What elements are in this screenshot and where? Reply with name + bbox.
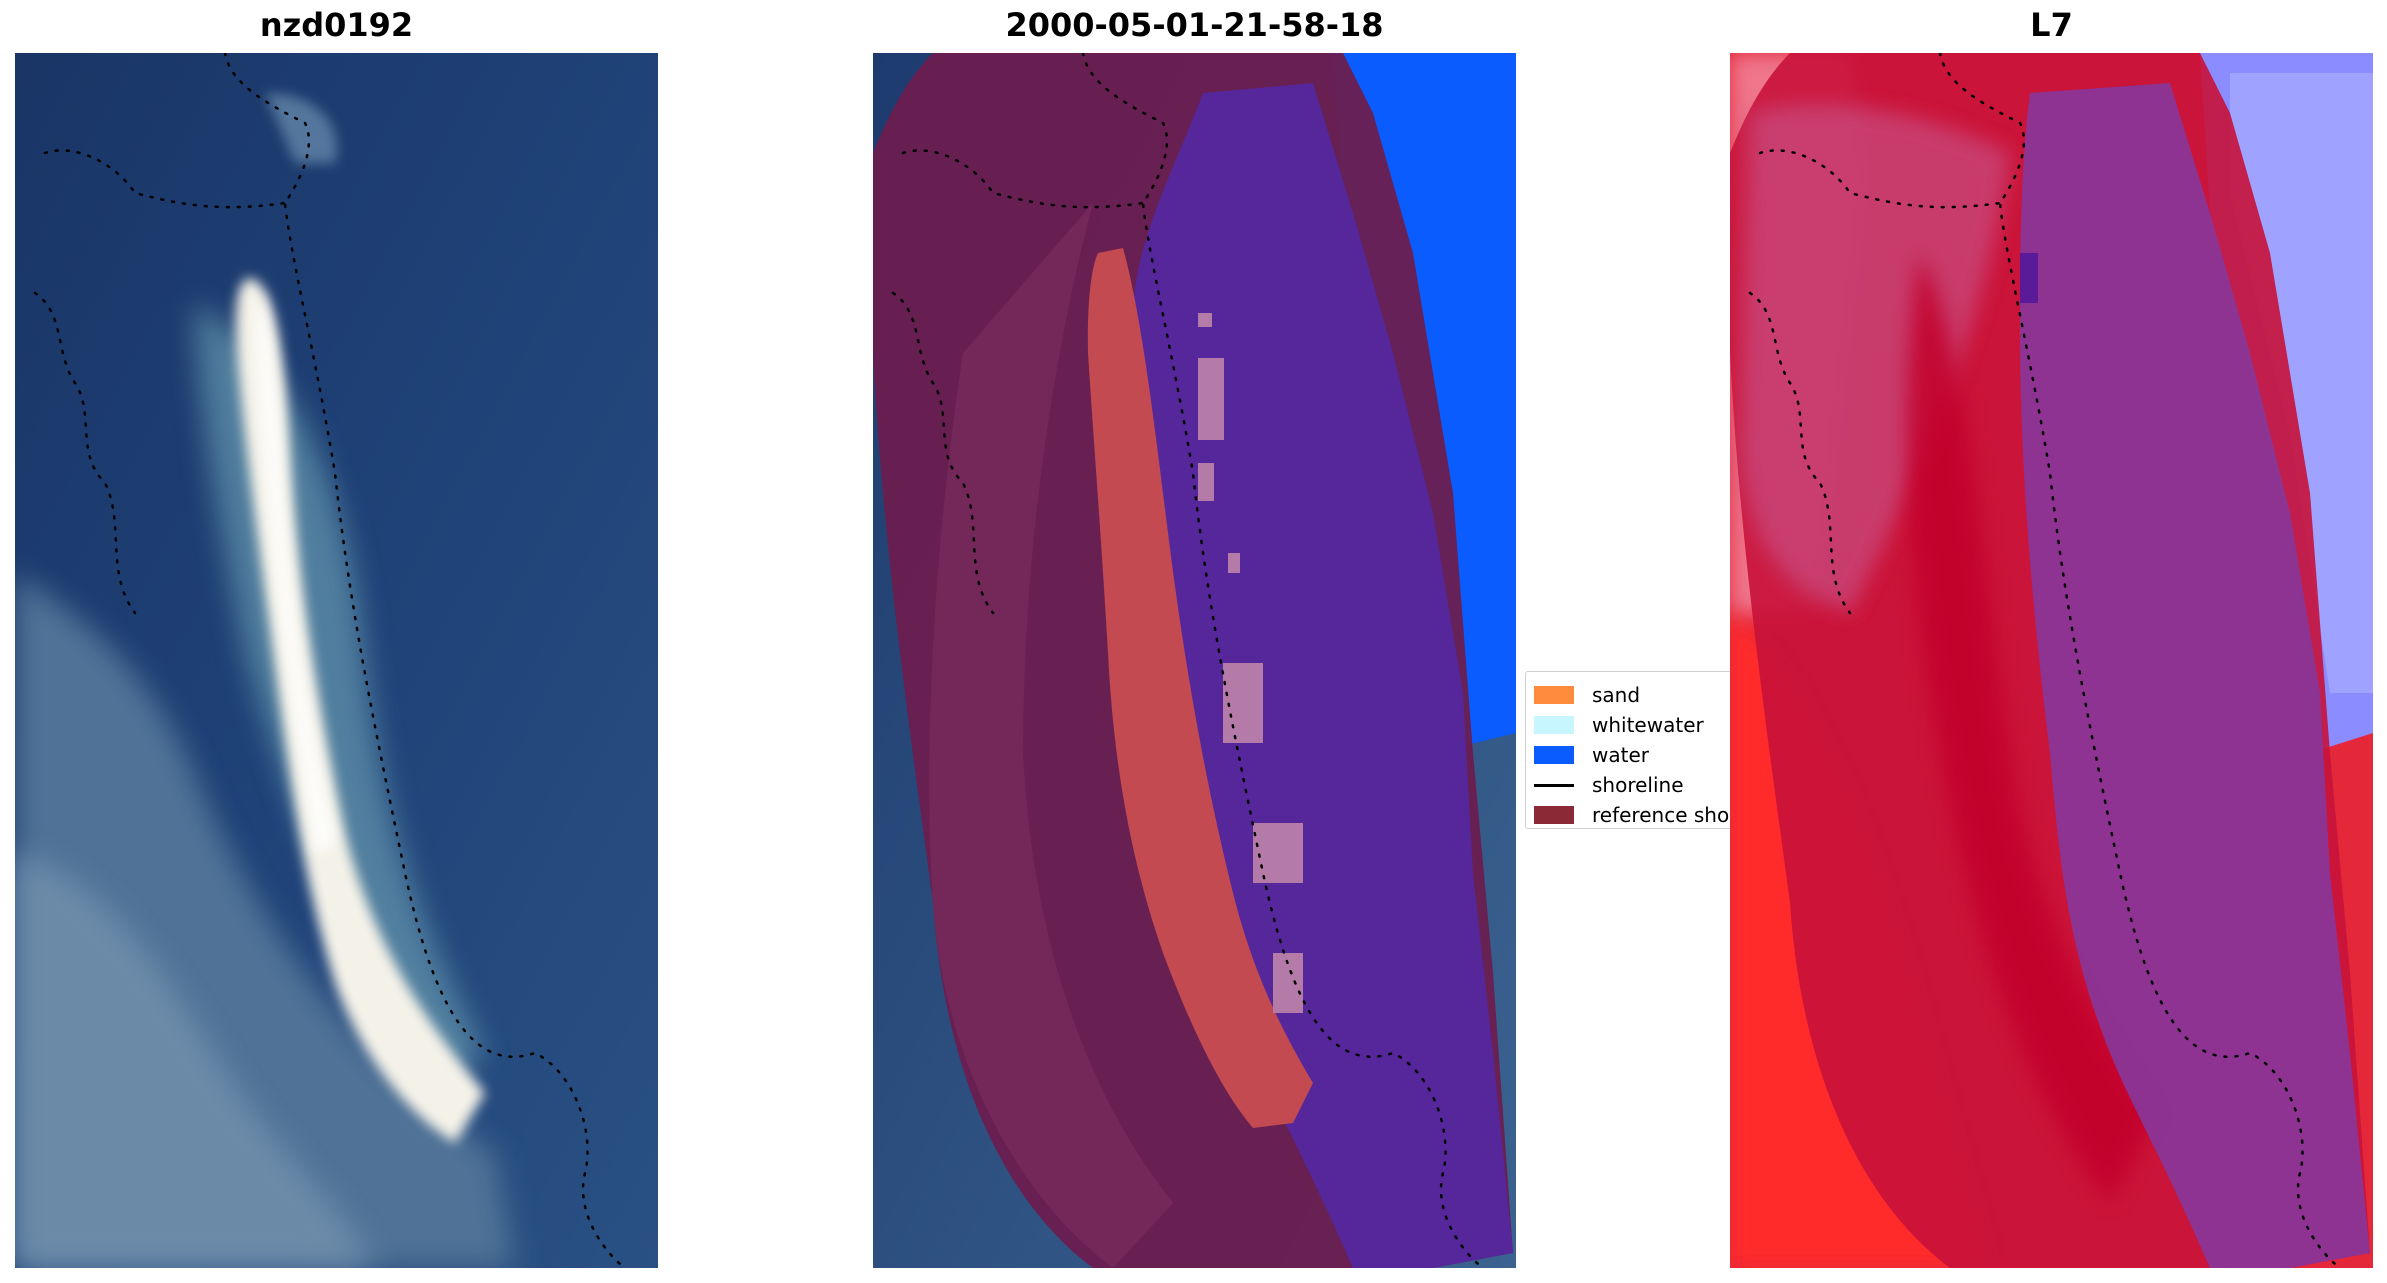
legend-label-whitewater: whitewater <box>1592 713 1704 737</box>
legend-item-reference-shoreline: reference sho <box>1534 802 1729 828</box>
panel-title-index: L7 <box>2030 6 2073 44</box>
legend-label-sand: sand <box>1592 683 1641 707</box>
classified-image-panel <box>873 53 1516 1268</box>
legend-swatch-water <box>1534 746 1574 764</box>
legend-swatch-reference-shoreline <box>1534 806 1574 824</box>
legend-label-water: water <box>1592 743 1649 767</box>
legend-swatch-whitewater <box>1534 716 1574 734</box>
index-overlay-image <box>1730 53 2373 1268</box>
legend-swatch-shoreline <box>1534 783 1574 787</box>
legend-item-whitewater: whitewater <box>1534 712 1704 738</box>
rgb-image-panel <box>15 53 658 1268</box>
legend-item-sand: sand <box>1534 682 1640 708</box>
legend-item-shoreline: shoreline <box>1534 772 1684 798</box>
panel-title-rgb: nzd0192 <box>259 6 414 44</box>
rgb-satellite-image <box>15 53 658 1268</box>
classified-overlay-image <box>873 53 1516 1268</box>
index-image-panel <box>1730 53 2373 1268</box>
legend: sand whitewater water shoreline referenc… <box>1525 671 1737 829</box>
legend-label-shoreline: shoreline <box>1592 773 1684 797</box>
legend-label-reference-shoreline: reference sho <box>1592 803 1730 827</box>
panel-title-classified: 2000-05-01-21-58-18 <box>1005 6 1384 44</box>
legend-item-water: water <box>1534 742 1649 768</box>
legend-swatch-sand <box>1534 686 1574 704</box>
